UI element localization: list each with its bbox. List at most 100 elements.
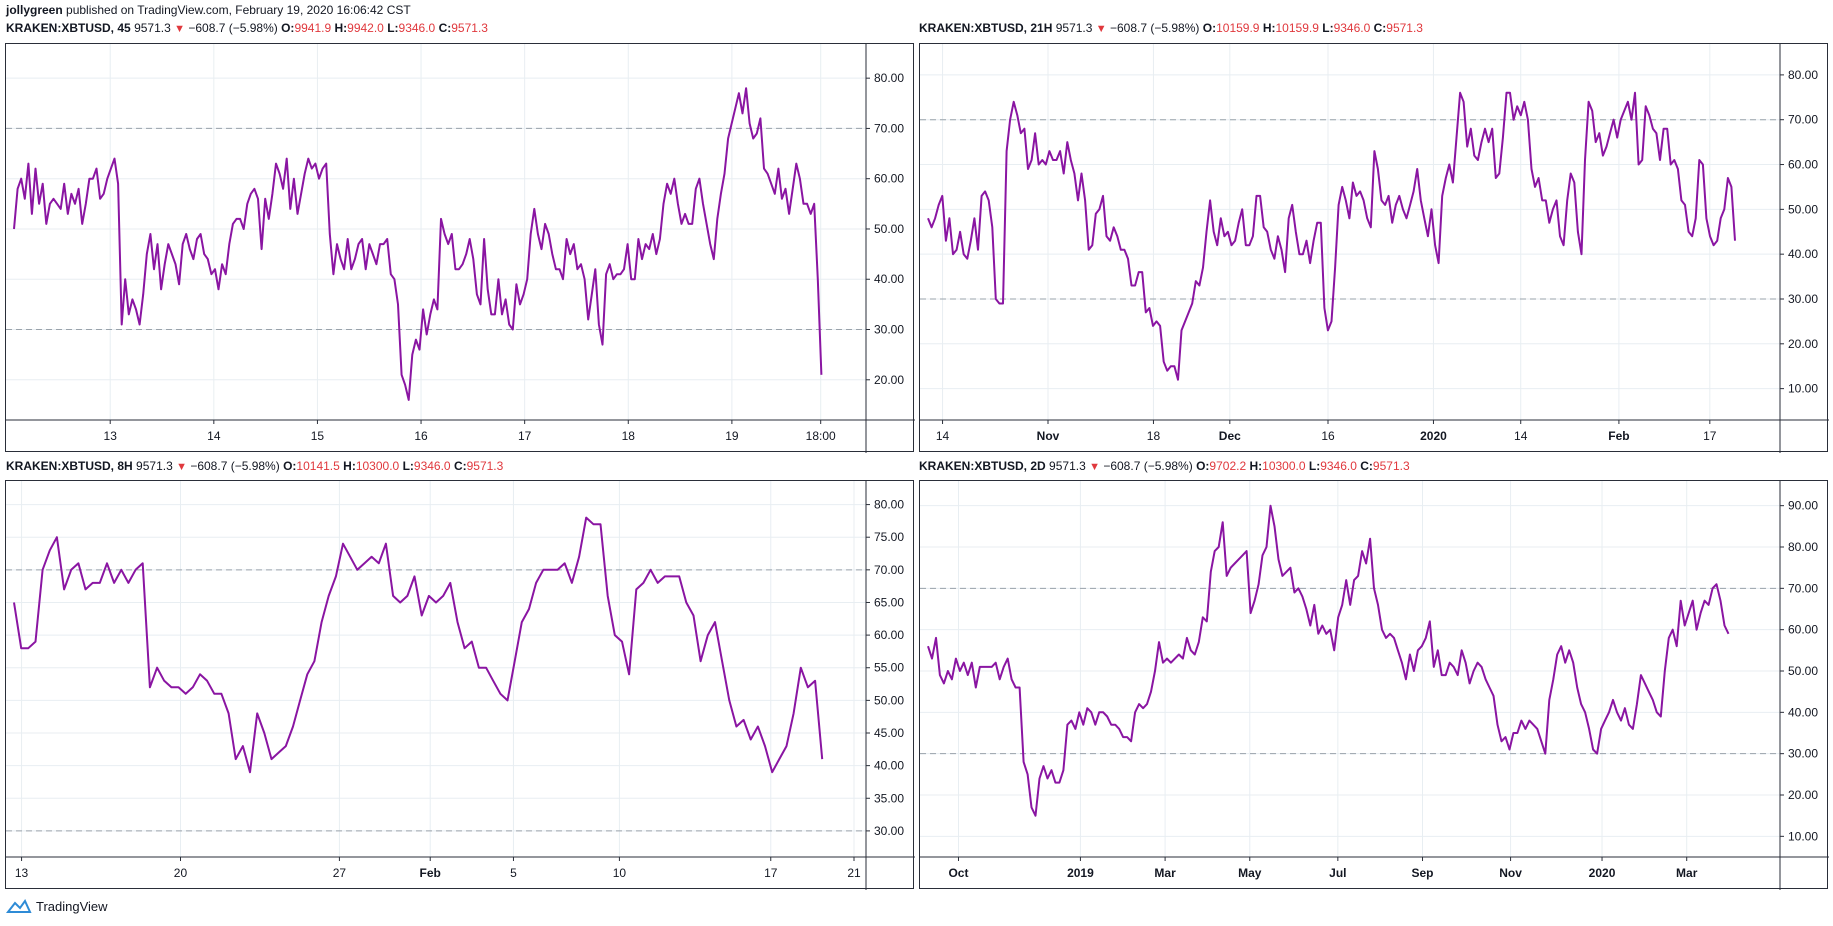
price-change: −608.7 (−5.98%) [1103, 459, 1193, 473]
x-tick-label: 18 [1147, 429, 1161, 443]
x-tick-label: Feb [420, 866, 441, 880]
last-price: 9571.3 [134, 21, 171, 35]
y-tick-label: 10.00 [1788, 829, 1818, 843]
tradingview-logo[interactable]: TradingView [6, 898, 108, 914]
last-price: 9571.3 [136, 459, 173, 473]
x-tick-label: 16 [414, 429, 428, 443]
x-tick-label: 13 [104, 429, 118, 443]
close-label: C: [438, 21, 452, 35]
open-label: O: [1202, 21, 1217, 35]
low-label: L: [402, 459, 414, 473]
publish-line: jollygreen published on TradingView.com,… [6, 3, 411, 17]
cloud-logo-icon [6, 899, 32, 913]
y-tick-label: 50.00 [1788, 664, 1818, 678]
y-tick-label: 70.00 [1788, 113, 1818, 127]
open-value: 9702.2 [1209, 459, 1247, 473]
publish-info: published on TradingView.com, February 1… [66, 3, 411, 17]
x-tick-label: 27 [333, 866, 347, 880]
y-tick-label: 50.00 [1788, 202, 1818, 216]
x-tick-label: 20 [174, 866, 188, 880]
rsi-series-line [927, 91, 1736, 381]
x-tick-label: Oct [948, 866, 968, 880]
y-tick-label: 50.00 [874, 693, 904, 707]
interval-label: 21H [1030, 21, 1053, 35]
y-tick-label: 50.00 [874, 222, 904, 236]
high-label: H: [334, 21, 348, 35]
x-tick-label: 14 [207, 429, 221, 443]
x-tick-label: 18:00 [806, 429, 836, 443]
x-tick-label: Nov [1499, 866, 1522, 880]
x-tick-label: Dec [1219, 429, 1241, 443]
chart-panel-8h[interactable]: 30.00 35.00 40.00 45.00 50.00 55.00 60.00 65.00… [5, 480, 915, 890]
low-value: 9346.0 [413, 459, 451, 473]
y-tick-label: 40.00 [874, 272, 904, 286]
x-tick-label: Jul [1329, 866, 1346, 880]
y-tick-label: 80.00 [874, 498, 904, 512]
y-tick-label: 35.00 [874, 791, 904, 805]
x-tick-label: 18 [622, 429, 636, 443]
panel-header-45: KRAKEN:XBTUSD, 45 9571.3 ▼ −608.7 (−5.98… [6, 21, 488, 35]
symbol-label: KRAKEN:XBTUSD [919, 21, 1024, 35]
down-triangle-icon: ▼ [174, 23, 185, 35]
x-tick-label: Mar [1154, 866, 1176, 880]
interval-label: 45 [117, 21, 131, 35]
price-change: −608.7 (−5.98%) [190, 459, 280, 473]
price-change: −608.7 (−5.98%) [1110, 21, 1200, 35]
y-tick-label: 20.00 [1788, 337, 1818, 351]
x-tick-label: 14 [1514, 429, 1528, 443]
panel-header-8h: KRAKEN:XBTUSD, 8H 9571.3 ▼ −608.7 (−5.98… [6, 459, 504, 473]
low-value: 9346.0 [398, 21, 436, 35]
y-tick-label: 60.00 [874, 172, 904, 186]
down-triangle-icon: ▼ [1095, 23, 1107, 35]
rsi-chart-svg: 30.00 35.00 40.00 45.00 50.00 55.00 60.00 65.00… [6, 481, 915, 890]
brand-name: TradingView [36, 898, 108, 914]
rsi-series-line [13, 87, 823, 401]
x-tick-label: 2019 [1067, 866, 1094, 880]
low-value: 9346.0 [1333, 21, 1371, 35]
close-label: C: [1373, 21, 1387, 35]
symbol-label: KRAKEN:XBTUSD [6, 459, 111, 473]
interval-label: 2D [1030, 459, 1046, 473]
x-tick-label: Nov [1037, 429, 1060, 443]
open-label: O: [281, 21, 295, 35]
x-tick-label: 10 [613, 866, 627, 880]
y-tick-label: 30.00 [1788, 292, 1818, 306]
high-label: H: [1249, 459, 1263, 473]
x-tick-label: 16 [1321, 429, 1335, 443]
y-tick-label: 60.00 [874, 628, 904, 642]
y-tick-label: 30.00 [1788, 747, 1818, 761]
chart-panel-45[interactable]: 20.00 30.00 40.00 50.00 60.00 70.00 80.00 13 14 1… [5, 43, 915, 453]
x-tick-label: 15 [311, 429, 325, 443]
close-value: 9571.3 [1386, 21, 1423, 35]
chart-panel-21h[interactable]: 10.00 20.00 30.00 40.00 50.00 60.00 70.00 80.00… [919, 43, 1829, 453]
down-triangle-icon: ▼ [1089, 461, 1100, 473]
chart-panel-2d[interactable]: 10.00 20.00 30.00 40.00 50.00 60.00 70.00 80.00… [919, 480, 1829, 890]
high-label: H: [343, 459, 356, 473]
x-tick-label: May [1238, 866, 1262, 880]
y-tick-label: 20.00 [1788, 788, 1818, 802]
x-tick-label: 17 [764, 866, 778, 880]
x-tick-label: 19 [725, 429, 739, 443]
high-value: 10159.9 [1275, 21, 1319, 35]
rsi-chart-svg: 10.00 20.00 30.00 40.00 50.00 60.00 70.00 80.00… [920, 44, 1829, 453]
x-tick-label: 17 [518, 429, 532, 443]
y-tick-label: 60.00 [1788, 158, 1818, 172]
y-tick-label: 40.00 [874, 759, 904, 773]
open-value: 9941.9 [294, 21, 332, 35]
y-tick-label: 30.00 [874, 323, 904, 337]
open-value: 10141.5 [296, 459, 340, 473]
y-tick-label: 20.00 [874, 373, 904, 387]
price-change: −608.7 (−5.98%) [188, 21, 278, 35]
y-tick-label: 70.00 [874, 121, 904, 135]
high-value: 9942.0 [347, 21, 384, 35]
down-triangle-icon: ▼ [176, 461, 187, 473]
x-tick-label: Mar [1676, 866, 1698, 880]
x-tick-label: 21 [847, 866, 861, 880]
y-tick-label: 65.00 [874, 595, 904, 609]
publisher-name: jollygreen [6, 3, 63, 17]
high-label: H: [1262, 21, 1276, 35]
low-label: L: [387, 21, 399, 35]
close-label: C: [453, 459, 467, 473]
y-tick-label: 70.00 [874, 563, 904, 577]
x-tick-label: 13 [15, 866, 29, 880]
